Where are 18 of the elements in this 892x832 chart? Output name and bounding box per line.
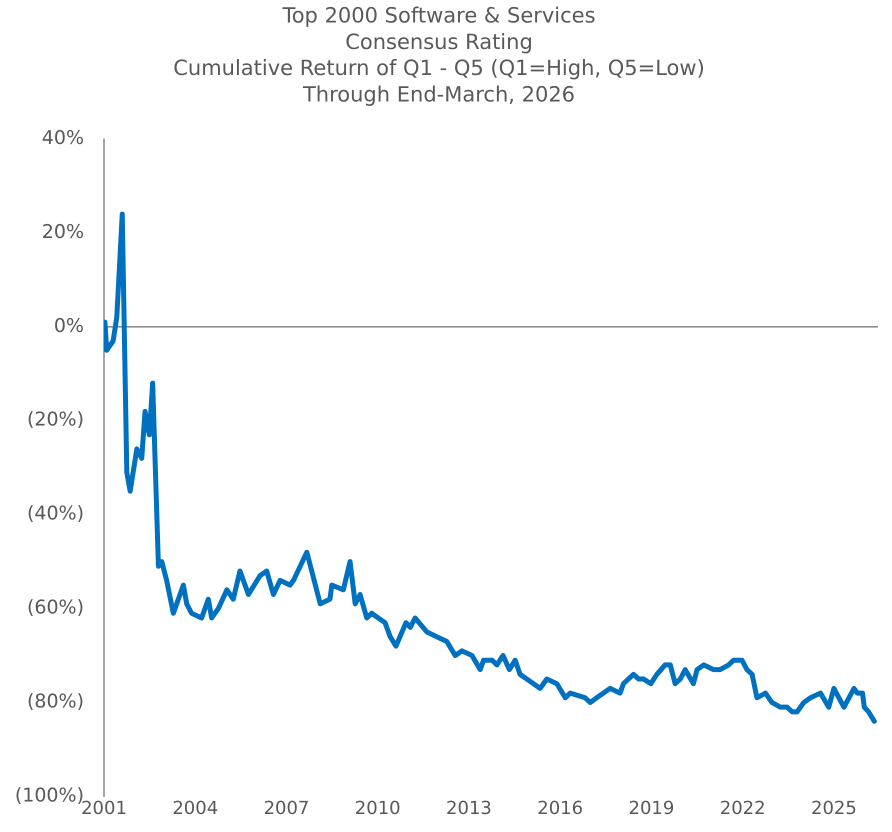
- y-tick-label: (40%): [26, 502, 84, 525]
- chart-title: Top 2000 Software & Services Consensus Rating Cumulative Return of Q1 - Q5 (Q1=High, Q5=Low) Through End-March, 2026: [173, 4, 705, 106]
- x-tick-label: 2025: [810, 798, 857, 819]
- x-tick-label: 2016: [537, 798, 584, 819]
- y-tick-label: 20%: [42, 220, 84, 243]
- x-tick-label: 2013: [446, 798, 492, 819]
- y-tick-label: 0%: [54, 314, 84, 337]
- y-tick-label: (60%): [26, 596, 84, 619]
- x-tick-label: 2007: [264, 798, 310, 819]
- x-tick-label: 2001: [81, 798, 127, 819]
- y-tick-label: 40%: [42, 126, 84, 149]
- y-tick-label: (80%): [26, 690, 84, 712]
- x-tick-label: 2004: [172, 798, 218, 819]
- x-tick-label: 2019: [628, 798, 674, 819]
- x-tick-label: 2022: [720, 798, 766, 819]
- x-tick-label: 2010: [354, 798, 401, 819]
- y-tick-label: (20%): [26, 408, 84, 431]
- y-tick-label: (100%): [14, 784, 84, 806]
